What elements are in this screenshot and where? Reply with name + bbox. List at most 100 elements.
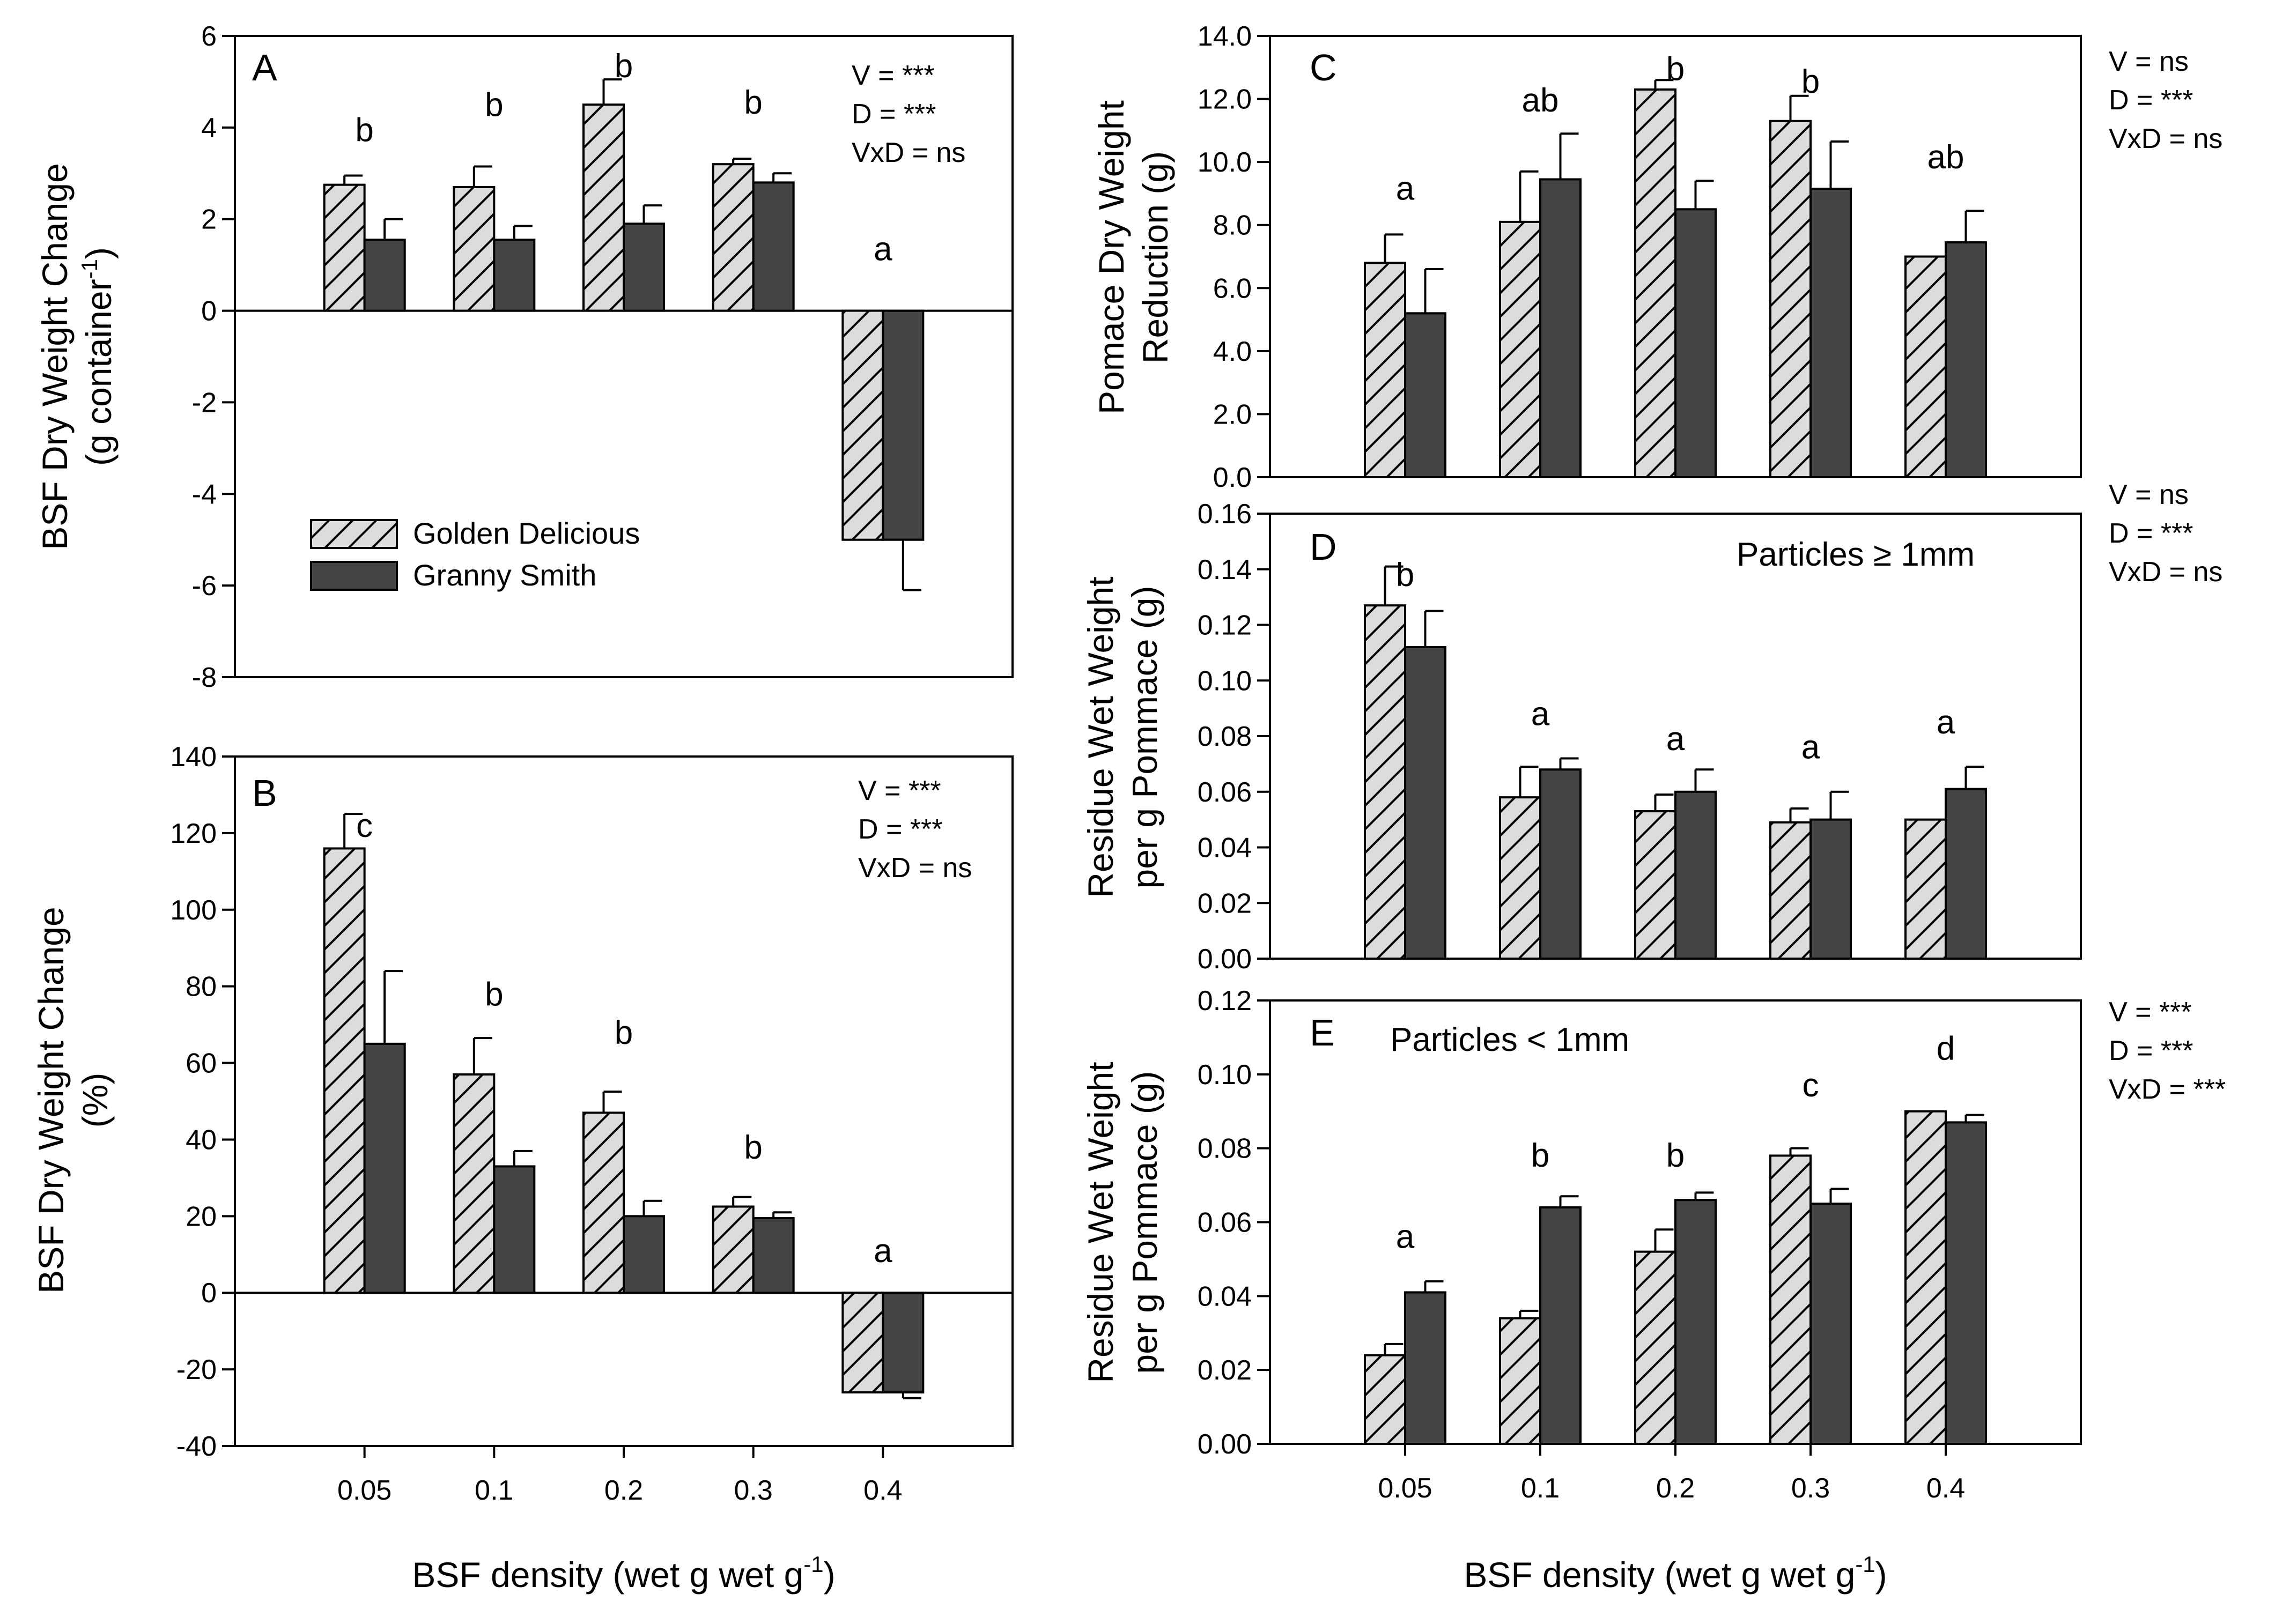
x-tick-label: 0.4: [863, 1475, 902, 1506]
y-axis-label-line: (g container: [79, 279, 119, 466]
x-axis-title-superscript: -1: [803, 1552, 823, 1577]
panel-c: 14.0 12.0 10.0 8.0 6.0 4.0 2.0 0.0 a ab b b ab C V = n…: [1091, 21, 2222, 493]
y-axis-label-line: Residue Wet Weight: [1081, 1062, 1120, 1383]
panel-b: 140 120 100 80 60 40 20 0 -20 -40 c b b b a 0.05 0.1 0.2 0…: [31, 741, 1014, 1506]
granny-bar-0.4: [882, 1292, 925, 1393]
y-tick-label: 0.08: [1198, 721, 1252, 752]
y-tick-label: 140: [170, 741, 217, 773]
granny-bar-0.3: [1809, 188, 1852, 478]
stats-text: V = *** D = *** VxD = ns: [858, 775, 972, 884]
y-tick-label: 60: [186, 1048, 217, 1079]
stats-line: D = ***: [2109, 518, 2193, 549]
stats-line: D = ***: [2109, 1035, 2193, 1066]
significance-letter: b: [1396, 557, 1414, 594]
y-tick-label: 80: [186, 972, 217, 1003]
y-tick-label: 0.12: [1198, 610, 1252, 641]
y-tick-label: 0.12: [1198, 985, 1252, 1017]
panel-label: A: [252, 47, 277, 88]
legend-swatch-golden: [310, 519, 398, 549]
stats-text: V = ns D = *** VxD = ns: [2109, 46, 2222, 154]
y-tick-label: 4.0: [1213, 336, 1252, 367]
granny-bar-0.1: [493, 1165, 536, 1294]
y-tick-label: 0.04: [1198, 833, 1252, 864]
y-axis-label-line: per g Pommace (g): [1125, 586, 1164, 889]
golden-bar-0.3: [1769, 1154, 1812, 1445]
y-axis-label: Residue Wet Weight per g Pommace (g): [1081, 1062, 1164, 1383]
golden-bar-0.05: [1364, 1354, 1406, 1445]
golden-bar-0.2: [1634, 810, 1676, 960]
significance-letter: b: [744, 1129, 762, 1166]
y-tick-label: 10.0: [1198, 147, 1252, 178]
stats-line: VxD = ns: [2109, 557, 2222, 588]
x-axis-title-text: ): [1875, 1555, 1887, 1595]
y-tick-label: 0.14: [1198, 554, 1252, 585]
golden-bar-0.3: [712, 163, 755, 312]
y-axis-label-line: Residue Wet Weight: [1081, 576, 1120, 898]
stats-text: V = *** D = *** VxD = ns: [852, 60, 965, 168]
x-tick-label: 0.05: [1378, 1473, 1432, 1504]
granny-bar-0.1: [1539, 1206, 1582, 1445]
y-axis-label-superscript: -1: [77, 259, 102, 279]
significance-letter: a: [874, 231, 892, 268]
granny-bar-0.3: [1809, 818, 1852, 960]
y-tick-label: 0.10: [1198, 665, 1252, 696]
golden-bar-0.4: [1904, 1110, 1947, 1445]
granny-bar-0.2: [1674, 208, 1717, 478]
significance-letter: b: [485, 87, 503, 124]
x-tick-label: 0.2: [604, 1475, 643, 1506]
golden-bar-0.4: [1904, 255, 1947, 478]
significance-letter: b: [1531, 1137, 1549, 1174]
golden-bar-0.3: [712, 1205, 755, 1294]
golden-bar-0.3: [1769, 120, 1812, 478]
panel-label: B: [252, 772, 277, 814]
particle-note: Particles ≥ 1mm: [1737, 536, 1975, 573]
significance-letter: b: [615, 48, 633, 85]
golden-bar-0.2: [582, 1111, 625, 1294]
y-tick-label: 2: [201, 204, 217, 235]
panel-label: E: [1310, 1012, 1335, 1054]
golden-bar-0.05: [323, 847, 366, 1294]
y-axis-label-line: per g Pommace (g): [1125, 1071, 1164, 1374]
y-axis-label-line: Reduction (g): [1135, 151, 1175, 364]
golden-bar-0.05: [1364, 604, 1406, 960]
plot-frame: [234, 755, 1014, 1447]
golden-bar-0.1: [1499, 796, 1541, 960]
y-tick-label: 4: [201, 113, 217, 144]
golden-bar-0.4: [841, 309, 884, 541]
granny-bar-0.4: [1945, 241, 1987, 478]
granny-bar-0.05: [1404, 646, 1446, 960]
golden-bar-0.2: [1634, 1250, 1676, 1445]
x-axis-title-text: BSF density (wet g wet g: [1464, 1555, 1855, 1595]
stats-line: V = ***: [858, 775, 941, 806]
x-axis-title-text: ): [824, 1555, 836, 1595]
y-tick-label: 0: [201, 296, 217, 327]
golden-bar-0.05: [1364, 262, 1406, 478]
significance-letter: b: [355, 112, 373, 149]
particle-note: Particles < 1mm: [1390, 1021, 1629, 1058]
significance-letter: b: [744, 84, 762, 121]
significance-letter: ab: [1522, 82, 1559, 119]
granny-bar-0.2: [623, 223, 665, 312]
y-axis-label-line: BSF Dry Weight Change: [31, 907, 71, 1293]
y-tick-label: 0.06: [1198, 777, 1252, 808]
panel-label: D: [1310, 526, 1337, 568]
granny-bar-0.2: [623, 1215, 665, 1294]
significance-letter: b: [615, 1014, 633, 1051]
y-tick-label: 0.08: [1198, 1133, 1252, 1165]
x-axis-title: BSF density (wet g wet g-1): [1464, 1552, 1887, 1595]
y-tick-label: 14.0: [1198, 21, 1252, 52]
y-axis-label: Pomace Dry Weight Reduction (g): [1091, 100, 1175, 414]
x-axis-title-text: BSF density (wet g wet g: [412, 1555, 803, 1595]
plot-frame: [1269, 999, 2082, 1445]
panel-label: C: [1310, 47, 1337, 88]
stats-line: VxD = ns: [2109, 123, 2222, 154]
golden-bar-0.1: [1499, 1317, 1541, 1445]
y-axis-label: BSF Dry Weight Change (%): [31, 907, 115, 1293]
y-tick-label: -8: [192, 662, 217, 693]
y-tick-label: -2: [192, 387, 217, 418]
granny-bar-0.1: [1539, 178, 1582, 479]
granny-bar-0.3: [752, 1217, 795, 1294]
x-tick-label: 0.05: [337, 1475, 392, 1506]
golden-bar-0.4: [841, 1292, 884, 1393]
